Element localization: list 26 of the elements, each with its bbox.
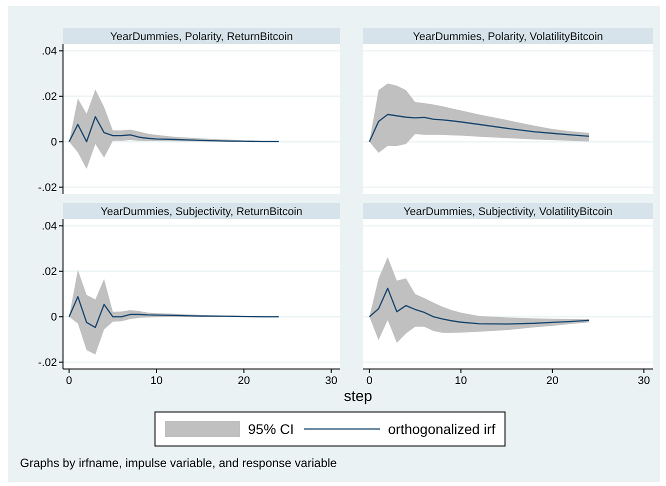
x-tick-label: 10 <box>150 375 163 387</box>
x-tick-label: 30 <box>638 375 650 387</box>
y-tick-label: .04 <box>42 220 57 233</box>
y-tick-label: .02 <box>42 266 57 278</box>
chart-title: YearDummies, Subjectivity, VolatilityBitcoin <box>403 206 613 218</box>
text: orthogonalized irf <box>388 421 496 437</box>
text: 95% CI <box>248 421 294 437</box>
chart-title: YearDummies, Polarity, ReturnBitcoin <box>110 31 293 43</box>
line-series <box>68 116 280 142</box>
x-tick-label: 0 <box>66 375 72 387</box>
x-tick-label: 30 <box>325 375 338 387</box>
line-series <box>68 296 280 328</box>
y-tick-label: -.02 <box>38 357 57 370</box>
y-tick-label: -.02 <box>38 182 57 194</box>
x-tick-label: 20 <box>546 375 558 387</box>
y-tick-label: 0 <box>50 136 57 149</box>
chart-title: YearDummies, Polarity, VolatilityBitcoin <box>412 31 604 43</box>
x-tick-label: 0 <box>366 375 372 387</box>
y-tick-label: 0 <box>50 312 57 324</box>
text: Graphs by irfname, impulse variable, and response variable <box>20 456 338 470</box>
y-tick-label: .02 <box>42 91 57 104</box>
x-tick-label: 20 <box>238 375 250 387</box>
y-tick-label: .04 <box>42 46 57 58</box>
x-axis-title: step <box>344 388 372 405</box>
x-tick-label: 10 <box>454 375 468 387</box>
chart-title: YearDummies, Subjectivity, ReturnBitcoin <box>100 206 302 218</box>
